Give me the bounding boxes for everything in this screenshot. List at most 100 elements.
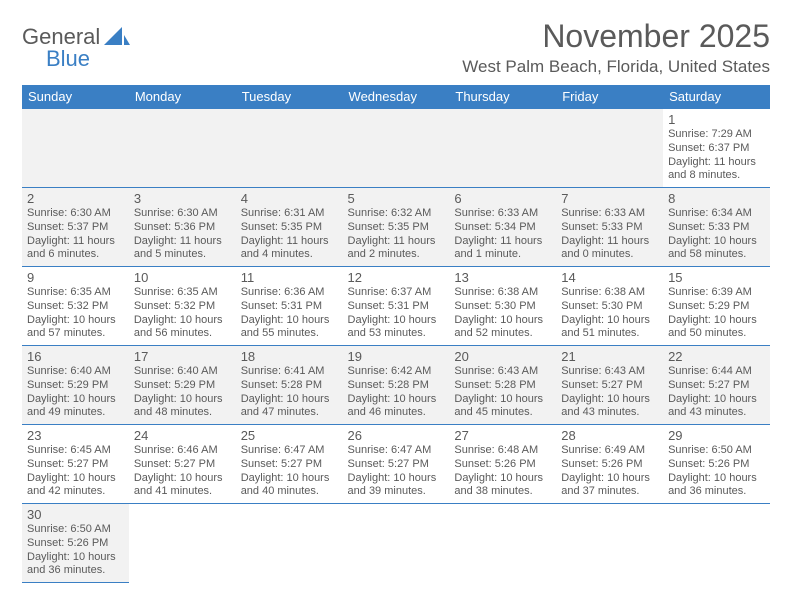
sunset-line: Sunset: 5:29 PM [27,379,124,393]
day-number: 19 [348,349,445,364]
day-cell: 4Sunrise: 6:31 AMSunset: 5:35 PMDaylight… [236,188,343,267]
day-number: 30 [27,507,124,522]
sunrise-line: Sunrise: 6:38 AM [454,286,551,300]
sunset-line: Sunset: 5:26 PM [454,458,551,472]
sunrise-line: Sunrise: 6:40 AM [27,365,124,379]
daylight-line: Daylight: 10 hours and 53 minutes. [348,314,445,342]
sunrise-line: Sunrise: 6:49 AM [561,444,658,458]
sunrise-line: Sunrise: 6:50 AM [668,444,765,458]
day-cell: 11Sunrise: 6:36 AMSunset: 5:31 PMDayligh… [236,267,343,346]
sunrise-line: Sunrise: 6:35 AM [134,286,231,300]
sunset-line: Sunset: 5:28 PM [348,379,445,393]
empty-cell [236,109,343,188]
daylight-line: Daylight: 10 hours and 43 minutes. [561,393,658,421]
sunrise-line: Sunrise: 6:41 AM [241,365,338,379]
sunset-line: Sunset: 5:26 PM [668,458,765,472]
sunrise-line: Sunrise: 6:45 AM [27,444,124,458]
empty-cell [129,504,236,583]
day-cell: 19Sunrise: 6:42 AMSunset: 5:28 PMDayligh… [343,346,450,425]
daylight-line: Daylight: 10 hours and 52 minutes. [454,314,551,342]
sunset-line: Sunset: 5:28 PM [454,379,551,393]
dow-monday: Monday [129,85,236,109]
sunset-line: Sunset: 5:27 PM [561,379,658,393]
sunrise-line: Sunrise: 6:50 AM [27,523,124,537]
title-block: November 2025 West Palm Beach, Florida, … [462,18,770,77]
sunset-line: Sunset: 5:35 PM [348,221,445,235]
empty-cell [129,109,236,188]
day-number: 22 [668,349,765,364]
sunrise-line: Sunrise: 6:35 AM [27,286,124,300]
sunrise-line: Sunrise: 6:47 AM [348,444,445,458]
sunset-line: Sunset: 6:37 PM [668,142,765,156]
daylight-line: Daylight: 10 hours and 43 minutes. [668,393,765,421]
sunrise-line: Sunrise: 6:43 AM [561,365,658,379]
week-row: 2Sunrise: 6:30 AMSunset: 5:37 PMDaylight… [22,188,770,267]
empty-cell [556,109,663,188]
sunset-line: Sunset: 5:31 PM [348,300,445,314]
sunset-line: Sunset: 5:27 PM [134,458,231,472]
day-number: 23 [27,428,124,443]
sunrise-line: Sunrise: 6:34 AM [668,207,765,221]
day-number: 27 [454,428,551,443]
sunrise-line: Sunrise: 6:32 AM [348,207,445,221]
dow-sunday: Sunday [22,85,129,109]
empty-cell [343,504,450,583]
day-cell: 1Sunrise: 7:29 AMSunset: 6:37 PMDaylight… [663,109,770,188]
sunrise-line: Sunrise: 6:47 AM [241,444,338,458]
sunrise-line: Sunrise: 6:30 AM [134,207,231,221]
day-number: 11 [241,270,338,285]
daylight-line: Daylight: 11 hours and 0 minutes. [561,235,658,263]
day-cell: 29Sunrise: 6:50 AMSunset: 5:26 PMDayligh… [663,425,770,504]
day-number: 6 [454,191,551,206]
day-cell: 7Sunrise: 6:33 AMSunset: 5:33 PMDaylight… [556,188,663,267]
day-cell: 26Sunrise: 6:47 AMSunset: 5:27 PMDayligh… [343,425,450,504]
day-cell: 30Sunrise: 6:50 AMSunset: 5:26 PMDayligh… [22,504,129,583]
brand-word2: Blue [46,46,90,72]
sunset-line: Sunset: 5:36 PM [134,221,231,235]
daylight-line: Daylight: 10 hours and 57 minutes. [27,314,124,342]
day-number: 25 [241,428,338,443]
daylight-line: Daylight: 10 hours and 39 minutes. [348,472,445,500]
month-title: November 2025 [462,18,770,55]
sunrise-line: Sunrise: 6:36 AM [241,286,338,300]
day-number: 17 [134,349,231,364]
day-number: 20 [454,349,551,364]
day-cell: 23Sunrise: 6:45 AMSunset: 5:27 PMDayligh… [22,425,129,504]
sunrise-line: Sunrise: 6:46 AM [134,444,231,458]
daylight-line: Daylight: 10 hours and 49 minutes. [27,393,124,421]
empty-cell [556,504,663,583]
sunset-line: Sunset: 5:26 PM [27,537,124,551]
empty-cell [343,109,450,188]
week-row: 30Sunrise: 6:50 AMSunset: 5:26 PMDayligh… [22,504,770,583]
sunrise-line: Sunrise: 6:30 AM [27,207,124,221]
location: West Palm Beach, Florida, United States [462,57,770,77]
sunrise-line: Sunrise: 6:38 AM [561,286,658,300]
day-number: 28 [561,428,658,443]
sunrise-line: Sunrise: 6:33 AM [561,207,658,221]
daylight-line: Daylight: 10 hours and 38 minutes. [454,472,551,500]
sunrise-line: Sunrise: 6:48 AM [454,444,551,458]
sunrise-line: Sunrise: 6:33 AM [454,207,551,221]
day-cell: 22Sunrise: 6:44 AMSunset: 5:27 PMDayligh… [663,346,770,425]
day-number: 18 [241,349,338,364]
empty-cell [449,504,556,583]
sunset-line: Sunset: 5:28 PM [241,379,338,393]
daylight-line: Daylight: 10 hours and 37 minutes. [561,472,658,500]
sunrise-line: Sunrise: 6:39 AM [668,286,765,300]
day-cell: 6Sunrise: 6:33 AMSunset: 5:34 PMDaylight… [449,188,556,267]
day-number: 4 [241,191,338,206]
dow-wednesday: Wednesday [343,85,450,109]
sunrise-line: Sunrise: 7:29 AM [668,128,765,142]
sunset-line: Sunset: 5:31 PM [241,300,338,314]
week-row: 16Sunrise: 6:40 AMSunset: 5:29 PMDayligh… [22,346,770,425]
day-number: 26 [348,428,445,443]
day-number: 9 [27,270,124,285]
daylight-line: Daylight: 10 hours and 46 minutes. [348,393,445,421]
empty-cell [236,504,343,583]
sunset-line: Sunset: 5:27 PM [348,458,445,472]
day-number: 2 [27,191,124,206]
daylight-line: Daylight: 10 hours and 45 minutes. [454,393,551,421]
day-cell: 28Sunrise: 6:49 AMSunset: 5:26 PMDayligh… [556,425,663,504]
sunset-line: Sunset: 5:30 PM [561,300,658,314]
daylight-line: Daylight: 11 hours and 8 minutes. [668,156,765,184]
